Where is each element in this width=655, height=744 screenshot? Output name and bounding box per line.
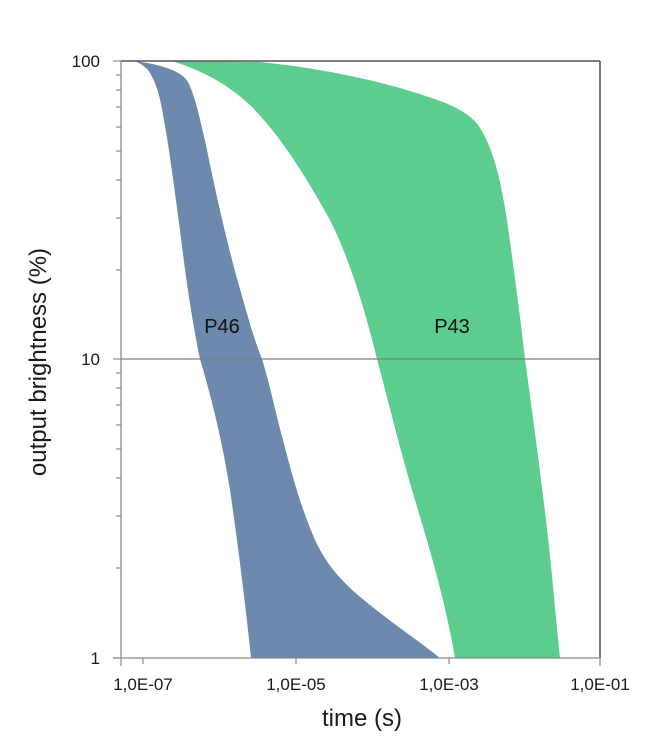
x-axis-ticks: [120, 658, 601, 666]
y-tick-label-10: 10: [81, 350, 100, 369]
y-tick-label-1: 1: [91, 649, 100, 668]
x-tick-label-1e-05: 1,0E-05: [266, 675, 326, 694]
y-tick-label-100: 100: [72, 52, 100, 71]
x-tick-label-1e-01: 1,0E-01: [570, 675, 630, 694]
p43-label: P43: [434, 316, 470, 338]
y-axis-title: output brightness (%): [25, 248, 52, 476]
x-axis-title: time (s): [322, 705, 402, 732]
x-tick-label-1e-07: 1,0E-07: [113, 675, 173, 694]
y-axis-ticks: [113, 60, 121, 659]
p46-band: [134, 61, 440, 658]
x-tick-label-1e-03: 1,0E-03: [419, 675, 479, 694]
p43-band: [172, 61, 560, 658]
p46-label: P46: [204, 316, 240, 338]
